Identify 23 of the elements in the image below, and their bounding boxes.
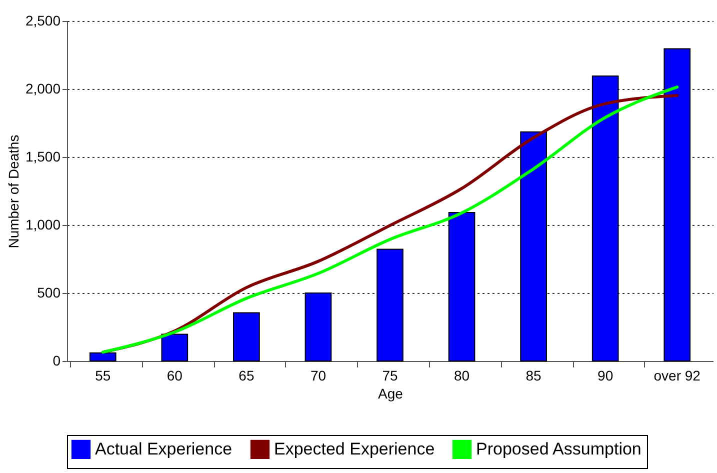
y-tick-label: 1,000 [25, 216, 61, 232]
bar [233, 312, 260, 362]
y-tick-label: 500 [37, 284, 61, 300]
x-tick-label: 80 [454, 368, 470, 384]
x-tick-label: 75 [382, 368, 398, 384]
x-tick-label: over 92 [654, 368, 701, 384]
y-tick-label: 0 [52, 352, 61, 368]
legend-label: Actual Experience [95, 439, 232, 458]
x-tick-label: 55 [95, 368, 111, 384]
x-axis-title: Age [378, 386, 404, 402]
y-tick-label: 2,500 [25, 12, 61, 28]
x-tick-label: 60 [166, 368, 183, 384]
y-tick-label: 2,000 [25, 80, 61, 96]
x-tick-label: 65 [238, 368, 254, 384]
legend-label: Expected Experience [274, 439, 435, 458]
x-tick-label: 90 [598, 368, 614, 384]
bar [89, 352, 116, 362]
x-tick-label: 70 [310, 368, 326, 384]
y-axis-title: Number of Deaths [5, 134, 22, 248]
x-tick-label: 85 [526, 368, 542, 384]
y-tick-label: 1,500 [25, 148, 61, 164]
bar [161, 334, 188, 362]
legend-label: Proposed Assumption [476, 439, 642, 458]
